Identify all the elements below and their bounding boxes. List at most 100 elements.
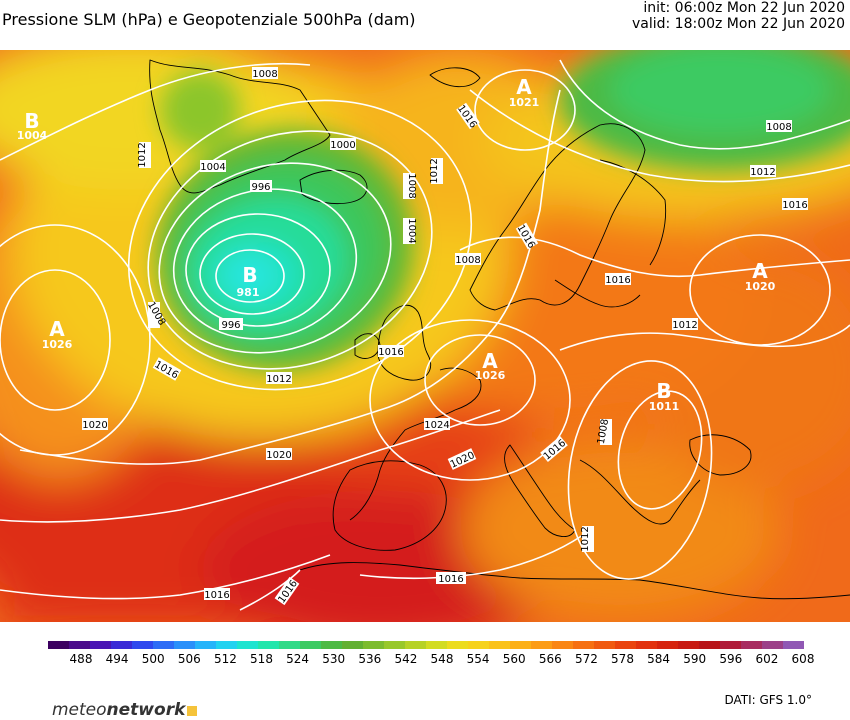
svg-text:1000: 1000 [330,140,355,151]
svg-text:1008: 1008 [252,69,277,80]
svg-text:996: 996 [251,182,270,193]
colorbar-tick-label: 584 [647,652,671,666]
colorbar-swatch [510,641,532,649]
colorbar-tick-label: 578 [611,652,634,666]
high-center-north: A 1021 [509,75,540,109]
svg-text:B: B [242,263,257,287]
colorbar-swatch [657,641,679,649]
svg-text:B: B [656,379,671,403]
colorbar-swatch [195,641,217,649]
colorbar-swatch [363,641,385,649]
geopotential-field [0,50,850,622]
colorbar-swatch [48,641,70,649]
valid-time: valid: 18:00z Mon 22 Jun 2020 [631,16,845,32]
svg-text:B: B [24,109,39,133]
isobar-label: 1000 [330,138,356,151]
isobar-label: 1012 [750,165,776,178]
isobar-label: 1008 [252,67,278,80]
isobar-label: 1020 [266,448,292,461]
colorbar-swatch [237,641,259,649]
colorbar-swatch [783,641,804,649]
colorbar-tick-label: 500 [141,652,165,666]
svg-text:1016: 1016 [782,200,807,211]
colorbar-tick-label: 518 [250,652,273,666]
colorbar-swatch [762,641,784,649]
svg-text:1026: 1026 [42,338,73,351]
init-time: init: 06:00z Mon 22 Jun 2020 [643,0,845,16]
high-center-france: A 1026 [475,349,506,382]
colorbar-swatch [594,641,616,649]
colorbar-swatch [216,641,238,649]
isobar-label: 1012 [137,142,151,168]
svg-text:981: 981 [237,286,260,299]
colorbar-swatch [426,641,448,649]
high-center-atlantic: A 1026 [42,317,73,351]
colorbar-tick-label: 566 [538,652,562,666]
svg-text:1021: 1021 [509,96,540,109]
isobar-label: 1016 [605,273,631,286]
colorbar-tick-label: 512 [213,652,237,666]
colorbar-swatch [342,641,364,649]
svg-text:1012: 1012 [266,374,291,385]
logo-square-icon [187,706,198,716]
colorbar-tick-label: 494 [105,652,129,666]
colorbar-tick-label: 590 [683,652,707,666]
colorbar-swatch [258,641,280,649]
colorbar-tick-label: 488 [69,652,93,666]
svg-text:1012: 1012 [750,167,775,178]
data-source: DATI: GFS 1.0° [724,693,812,707]
colorbar-swatch [741,641,763,649]
isobar-label: 1020 [82,418,108,431]
colorbar-swatch [384,641,406,649]
colorbar-tick-label: 596 [719,652,743,666]
svg-text:A: A [516,75,532,99]
svg-text:1016: 1016 [204,590,229,601]
svg-text:996: 996 [221,320,240,331]
isobar-label: 1008 [455,253,481,266]
colorbar-tick-label: 554 [466,652,490,666]
colorbar-swatch [279,641,301,649]
colorbar-tick-label: 602 [755,652,779,666]
colorbar-swatch [132,641,154,649]
isobar-label: 1016 [378,345,404,358]
svg-text:1004: 1004 [406,218,417,243]
colorbar-swatch [678,641,700,649]
svg-text:1008: 1008 [766,122,791,133]
svg-text:1012: 1012 [580,526,591,551]
svg-text:1008: 1008 [455,255,480,266]
colorbar-tick-label: 608 [791,652,815,666]
isobar-label: 996 [219,318,243,331]
colorbar-swatch [405,641,427,649]
logo-text-network: network [106,700,186,720]
meteonetwork-logo: meteonetwork [52,700,198,720]
svg-text:1024: 1024 [424,420,449,431]
svg-text:1004: 1004 [17,129,48,142]
colorbar-swatch [573,641,595,649]
colorbar-tick-label: 548 [430,652,454,666]
colorbar-swatch [636,641,658,649]
colorbar [48,641,804,649]
colorbar-swatch [720,641,742,649]
colorbar-tick-label: 542 [394,652,418,666]
svg-text:A: A [752,259,768,283]
colorbar-ticks: 488 494 500 506 512 518 524 530 536 542 548 554 560 5… [48,652,815,668]
colorbar-swatch [489,641,511,649]
colorbar-swatch [552,641,574,649]
svg-text:1008: 1008 [406,173,417,198]
colorbar-swatch [90,641,112,649]
isobar-label: 1012 [266,372,292,385]
svg-text:1011: 1011 [649,400,680,413]
isobar-label: 1016 [782,198,808,211]
isobar-label: 996 [250,180,272,193]
isobar-label: 1012 [580,526,594,552]
isobars [0,59,850,611]
colorbar-swatch [174,641,196,649]
low-center-atlantic: B 981 [237,263,260,299]
map-title: Pressione SLM (hPa) e Geopotenziale 500h… [2,10,416,29]
colorbar-swatch [300,641,322,649]
low-center-balkans: B 1011 [649,379,680,413]
high-center-east: A 1020 [745,259,776,293]
isobar-label: 1008 [596,418,612,445]
colorbar-swatch [321,641,343,649]
svg-text:1026: 1026 [475,369,506,382]
